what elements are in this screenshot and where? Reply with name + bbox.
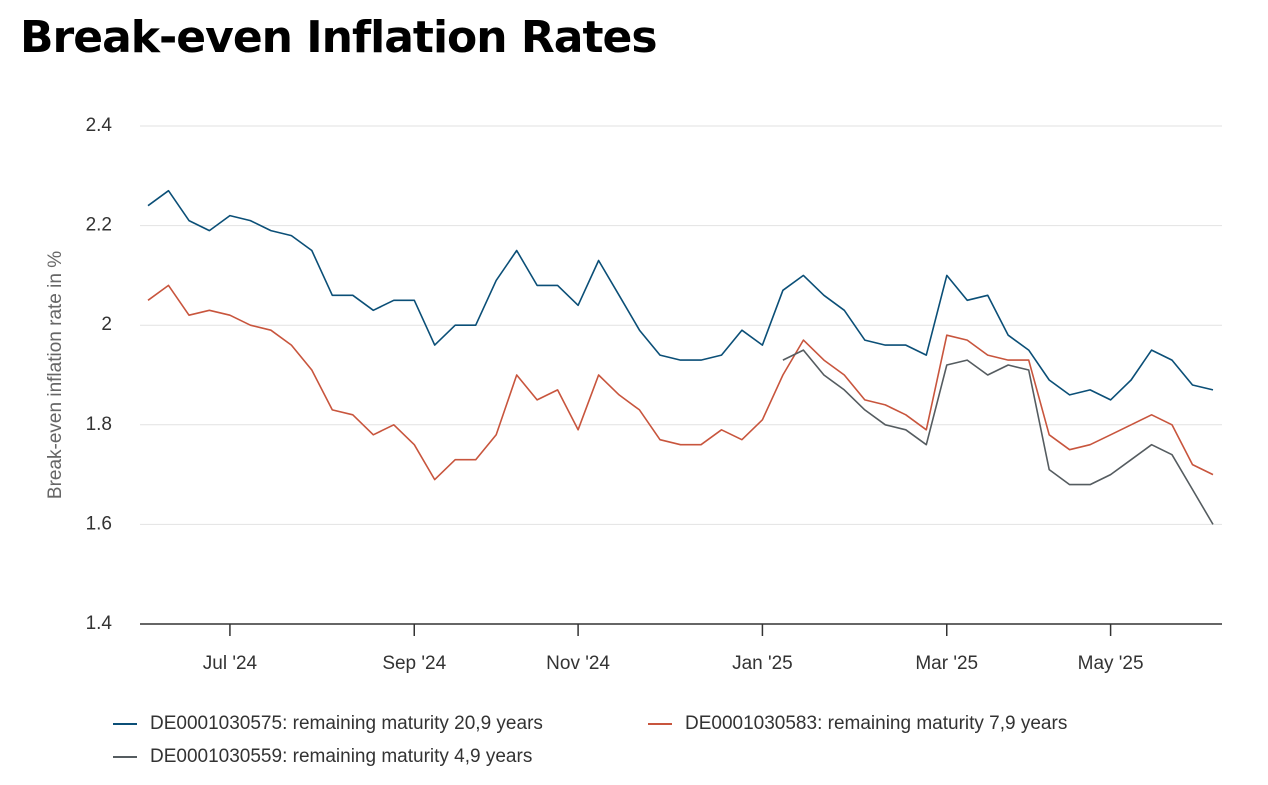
x-tick-label: Sep '24 [382,653,446,674]
series-line [147,189,1214,401]
legend-label: DE0001030559: remaining maturity 4,9 yea… [150,746,532,767]
x-tick-label: Nov '24 [546,653,610,674]
y-tick-label: 1.8 [86,414,112,435]
y-tick-label: 2 [101,314,112,335]
x-tick-label: Jan '25 [732,653,793,674]
y-tick-label: 1.4 [86,613,113,634]
x-tick-label: Jul '24 [203,653,258,674]
series-line [782,349,1214,525]
series-line [147,284,1214,481]
y-tick-label: 1.6 [86,513,112,534]
chart-title: Break-even Inflation Rates [20,12,657,63]
legend-label: DE0001030583: remaining maturity 7,9 yea… [685,713,1067,734]
y-tick-label: 2.2 [86,215,112,236]
x-tick-label: Mar '25 [915,653,978,674]
legend-label: DE0001030575: remaining maturity 20,9 ye… [150,713,543,734]
x-tick-label: May '25 [1078,653,1144,674]
y-tick-label: 2.4 [86,115,113,136]
y-axis-label: Break-even inflation rate in % [45,251,66,499]
